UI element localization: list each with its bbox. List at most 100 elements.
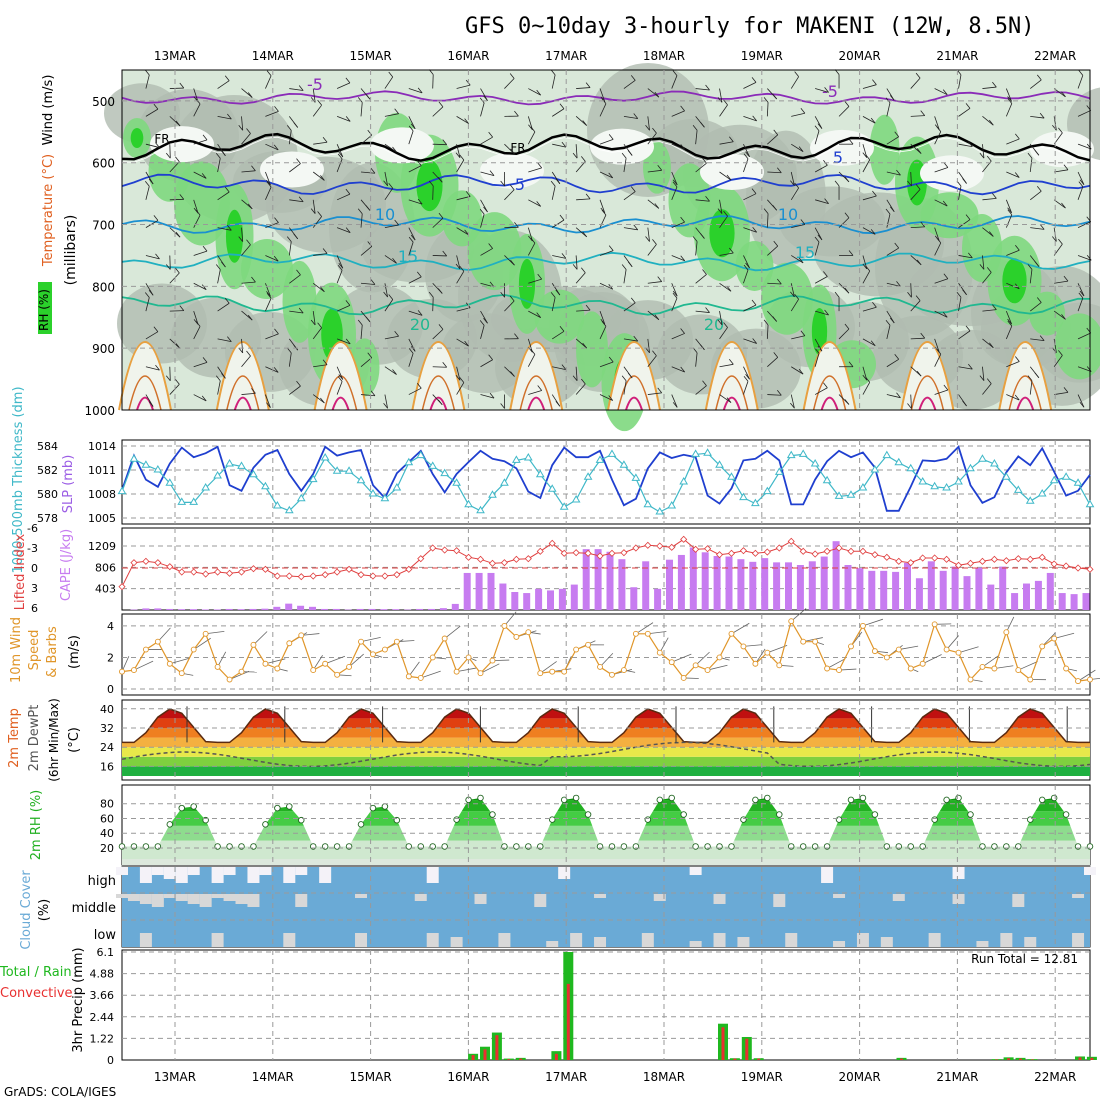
- cloud-low-bar: [1000, 933, 1012, 947]
- cloud-middle-gap: [200, 894, 212, 907]
- thickness-marker: [608, 450, 615, 456]
- cloud-low-bar: [833, 941, 845, 947]
- cape-bar: [642, 561, 649, 610]
- thickness-marker: [453, 479, 460, 485]
- rh2m-marker: [872, 812, 878, 818]
- cloud-middle-gap: [295, 894, 307, 907]
- cape-bar: [357, 609, 364, 610]
- lifted-marker: [525, 556, 531, 562]
- cape-bar: [250, 609, 257, 610]
- cloud-high-gap: [212, 867, 224, 883]
- thickness-marker: [465, 501, 472, 507]
- wind10-marker: [514, 634, 519, 639]
- lifted-marker: [1051, 561, 1057, 567]
- cape-bar: [821, 557, 828, 610]
- precip-total-label: Total / Rain: [0, 965, 72, 980]
- lifted-marker: [944, 556, 950, 562]
- contour-label: 10: [375, 205, 395, 224]
- wind10-marker: [598, 664, 603, 669]
- thickness-marker: [322, 454, 329, 460]
- cloud-low-bar: [546, 941, 558, 947]
- cloud-units: (%): [37, 899, 52, 922]
- lifted-marker: [501, 560, 507, 566]
- cape-bar: [285, 604, 292, 610]
- cloud-low-bar: [737, 937, 749, 947]
- wind10-marker: [908, 666, 913, 671]
- cloud-low-bar: [570, 933, 582, 947]
- cloud-high-gap: [821, 867, 833, 883]
- rh2m-marker: [263, 822, 269, 828]
- cloud-low-bar: [881, 937, 893, 947]
- cape-bar: [1059, 593, 1066, 610]
- rh2m-marker: [490, 812, 496, 818]
- cloud-middle-gap: [953, 894, 965, 904]
- cape-bar: [238, 609, 245, 610]
- wind10-marker: [872, 649, 877, 654]
- rh-green-core: [1002, 258, 1026, 303]
- cape-bar: [773, 562, 780, 610]
- cape-bar: [726, 557, 733, 610]
- wind10-marker: [789, 619, 794, 624]
- wind10-marker: [191, 647, 196, 652]
- cape-bar: [273, 607, 280, 610]
- pressure-tick-label: 900: [92, 342, 115, 356]
- cloud-middle-gap: [116, 894, 128, 898]
- cloud-low-bar: [929, 933, 941, 947]
- slp-tick-label: 1011: [88, 464, 116, 477]
- cape-bar: [761, 558, 768, 610]
- cloud-low-bar: [212, 933, 224, 947]
- thickness-marker: [704, 449, 711, 455]
- wind10-marker: [765, 650, 770, 655]
- rh2m-marker: [1051, 795, 1057, 801]
- wind10-marker: [550, 669, 555, 674]
- rh2m-marker: [657, 797, 663, 803]
- thickness-marker: [812, 460, 819, 466]
- wind10-marker: [609, 672, 614, 677]
- temp-band: [122, 766, 1090, 776]
- rh2m-marker: [191, 804, 197, 810]
- wind10-marker: [633, 631, 638, 636]
- cloud-middle-gap: [833, 894, 845, 898]
- cape-bar: [333, 609, 340, 610]
- wind10-marker: [299, 633, 304, 638]
- thickness-tick-label: 578: [37, 512, 58, 525]
- cloud-low-bar: [642, 933, 654, 947]
- wind10-marker: [932, 622, 937, 627]
- date-label-bottom: 19MAR: [741, 1070, 783, 1084]
- lifted-marker: [442, 547, 448, 553]
- rh2m-tick-label: 60: [100, 812, 114, 825]
- cloud-low-bar: [976, 941, 988, 947]
- rh2m-marker: [585, 812, 591, 818]
- cape-bar: [833, 541, 840, 610]
- lifted-marker: [1039, 554, 1045, 560]
- cape-bar: [1035, 581, 1042, 610]
- rh2m-tick-label: 80: [100, 798, 114, 811]
- cape-bar: [737, 559, 744, 610]
- precip-convective-bar: [995, 1059, 998, 1060]
- cloud-axis-label: Cloud Cover: [19, 870, 34, 950]
- wind10-marker: [287, 641, 292, 646]
- wind10-marker: [251, 642, 256, 647]
- precip-convective-bar: [745, 1039, 748, 1060]
- lifted-marker: [848, 548, 854, 554]
- wind10-barb: [672, 654, 692, 662]
- thickness-marker: [429, 462, 436, 468]
- chart-title: GFS 0~10day 3-hourly for MAKENI (12W, 8.…: [465, 14, 1035, 39]
- wind10-marker: [143, 647, 148, 652]
- lifted-tick-label: 0: [31, 562, 38, 575]
- cape-bar: [1071, 594, 1078, 610]
- precip-convective-bar: [567, 984, 570, 1060]
- cape-bar: [428, 609, 435, 610]
- rh2m-marker: [287, 804, 293, 810]
- wind10-marker: [848, 644, 853, 649]
- wind10-marker: [490, 658, 495, 663]
- cape-bar: [583, 549, 590, 610]
- precip-tick-label: 6.1: [97, 946, 115, 959]
- wind10-marker: [311, 668, 316, 673]
- temp2m-tick-label: 24: [100, 741, 114, 754]
- cape-bar: [321, 609, 328, 610]
- wind10-marker: [586, 642, 591, 647]
- cape-bar: [261, 609, 268, 610]
- precip-convective-bar: [1079, 1057, 1082, 1060]
